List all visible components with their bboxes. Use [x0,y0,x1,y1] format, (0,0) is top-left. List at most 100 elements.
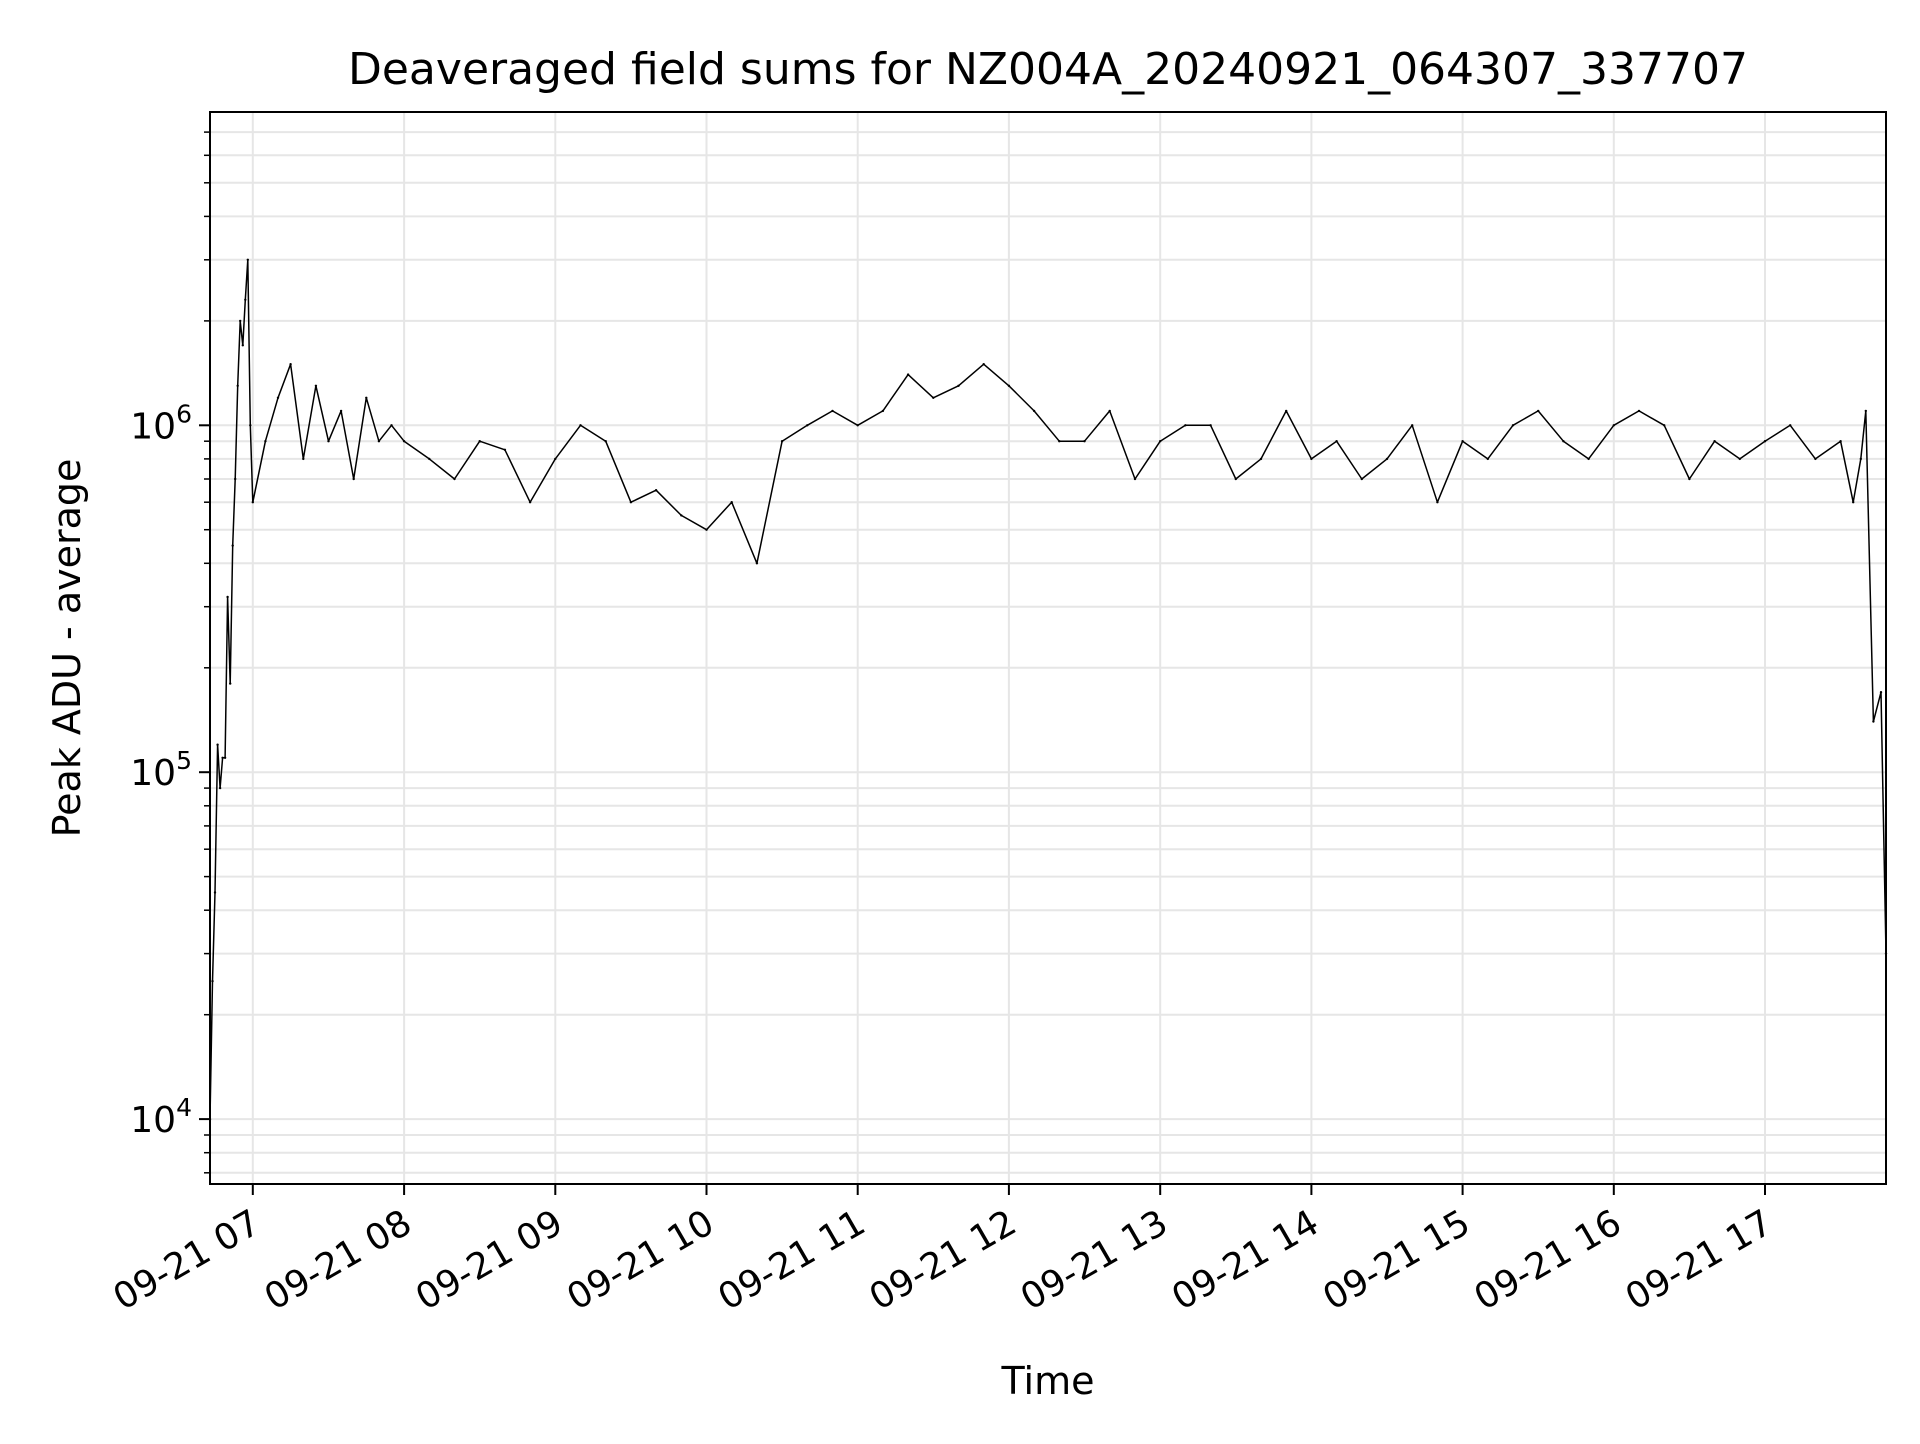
data-point [276,396,280,399]
y-tick-label-exponent: 6 [176,399,192,428]
data-point [1108,409,1111,413]
data-point [1411,424,1414,427]
data-point [1511,424,1515,427]
data-point [339,409,343,413]
data-point [327,440,330,443]
data-point [1612,424,1616,427]
x-tick-label: 09-21 09 [409,1202,570,1318]
data-point [1285,409,1288,413]
y-tick-label-exponent: 5 [176,746,192,775]
x-tick-label: 09-21 12 [863,1202,1024,1318]
data-point [1537,409,1540,413]
data-point [881,409,885,413]
data-point [244,298,247,301]
data-point [1083,440,1086,443]
data-point [390,424,393,427]
data-point [223,756,227,759]
x-tick-label: 09-21 07 [107,1202,268,1318]
data-point [806,424,809,427]
data-point [906,373,910,376]
data-point [1007,384,1011,387]
data-point [1663,424,1666,427]
x-tick-label: 09-21 13 [1014,1202,1175,1318]
data-point [1738,457,1742,461]
data-point [856,424,859,427]
data-point [680,514,683,517]
data-point [236,384,239,387]
data-point [428,457,431,461]
data-point [1486,457,1490,461]
data-point [1032,409,1036,413]
data-point [1852,501,1855,504]
data-point [302,457,305,461]
data-point [264,440,267,443]
data-point [231,544,234,547]
data-point [1859,457,1863,461]
data-point [1688,477,1691,481]
data-point [1814,457,1817,461]
data-point [1637,409,1641,413]
data-point [705,528,708,531]
data-point [654,489,658,492]
data-point [1872,720,1875,723]
data-point [249,424,252,427]
data-point [1184,424,1187,427]
data-point [1133,477,1137,481]
data-point [221,756,224,759]
data-point [982,363,985,366]
data-point [1159,440,1162,443]
data-point [246,258,249,261]
data-point [314,384,318,387]
data-point [216,743,219,746]
data-point [251,501,254,504]
data-point [211,979,214,983]
y-tick-label-exponent: 4 [176,1093,192,1122]
data-point [1209,424,1212,427]
data-point [365,396,368,399]
x-tick-label: 09-21 11 [712,1202,873,1318]
x-tick-label: 09-21 10 [560,1202,721,1318]
y-tick-label: 104 [130,1093,192,1141]
data-point [377,440,381,443]
chart-title: Deaveraged field sums for NZ004A_2024092… [348,44,1748,95]
data-point [604,440,607,443]
data-point [1234,477,1238,481]
data-point [239,319,242,323]
data-point [1335,440,1338,443]
data-point [629,501,633,504]
y-tick-label: 105 [130,746,192,794]
data-point [1864,409,1868,413]
data-point [780,440,784,443]
data-point [241,344,244,347]
data-point [1058,440,1061,443]
data-point [1587,457,1590,461]
data-point [528,501,532,504]
y-tick-label-base: 10 [130,406,176,447]
data-point [1259,457,1263,461]
data-point [289,363,292,366]
data-point [1461,440,1464,443]
plot-frame [209,111,1887,1185]
data-point [755,562,759,565]
y-tick-label-base: 10 [130,753,176,794]
data-point [213,891,217,894]
x-tick-label: 09-21 15 [1316,1202,1477,1318]
data-point [957,384,960,387]
y-tick-label-base: 10 [130,1100,176,1141]
x-tick-label: 09-21 17 [1619,1202,1780,1318]
data-point [1310,457,1313,461]
data-point [1385,457,1389,461]
data-point [234,477,237,481]
data-point [503,448,507,451]
data-point [352,477,355,481]
data-point [1789,424,1792,427]
data-point [1562,440,1565,443]
data-point [402,440,406,443]
data-point [1763,440,1767,443]
data-point [730,501,733,504]
x-tick-label: 09-21 14 [1165,1202,1326,1318]
data-point [932,396,935,399]
